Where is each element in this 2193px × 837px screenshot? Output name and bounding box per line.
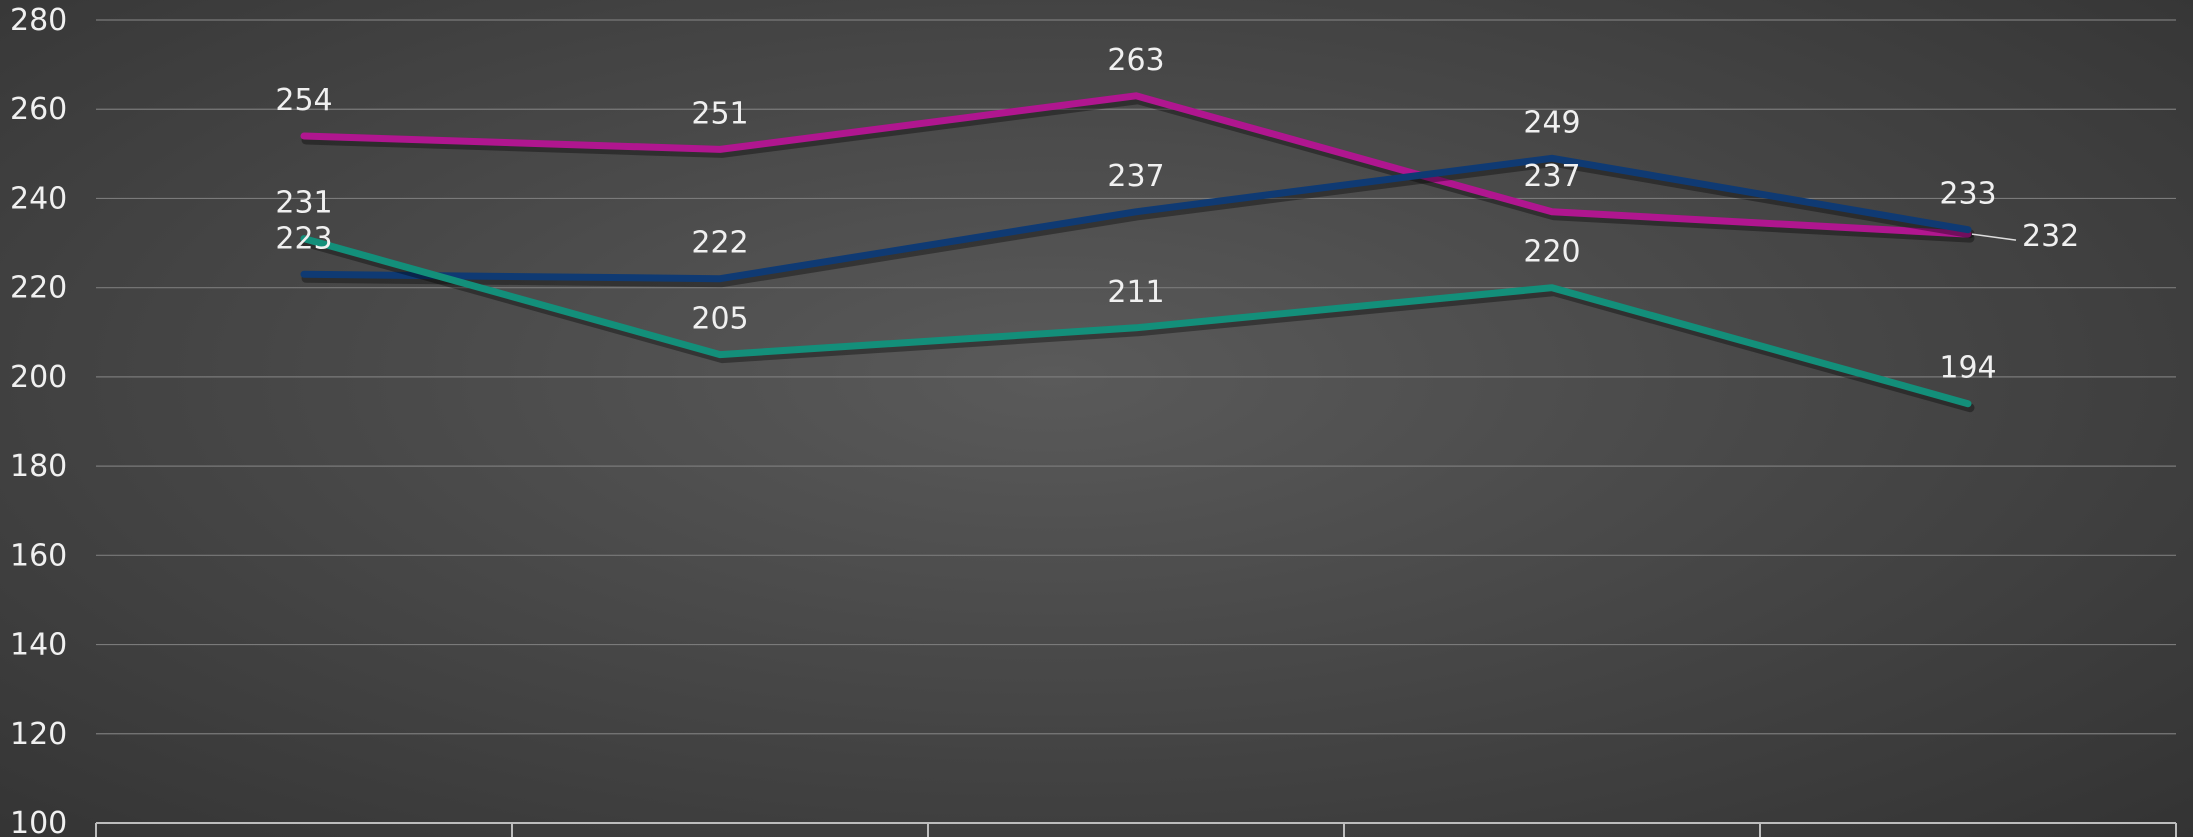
data-labels: 254 251 263 237 232 223 222 237 249 233 231 205 211 2… bbox=[275, 43, 2079, 386]
series-line-2 bbox=[300, 154, 1972, 283]
data-label: 249 bbox=[1523, 105, 1580, 140]
data-label: 205 bbox=[691, 302, 748, 337]
series-line-3 bbox=[300, 235, 1972, 408]
data-label: 263 bbox=[1107, 43, 1164, 78]
series-lines bbox=[300, 92, 1975, 413]
y-tick-label: 160 bbox=[10, 538, 67, 573]
data-label: 237 bbox=[1107, 159, 1164, 194]
data-label: 211 bbox=[1107, 275, 1164, 310]
data-label-leader bbox=[1971, 233, 2017, 241]
y-tick-label: 280 bbox=[10, 3, 67, 38]
y-tick-label: 180 bbox=[10, 449, 67, 484]
axes: 100 120 140 160 180 200 220 240 260 280 bbox=[10, 3, 2177, 837]
y-tick-label: 100 bbox=[10, 806, 67, 837]
data-label: 233 bbox=[1939, 177, 1996, 212]
y-tick-label: 240 bbox=[10, 181, 67, 216]
y-tick-label: 220 bbox=[10, 271, 67, 306]
data-label: 223 bbox=[275, 221, 332, 256]
data-label: 254 bbox=[275, 83, 332, 118]
series-line-1 bbox=[300, 92, 1972, 238]
series-line-shadow bbox=[301, 157, 1975, 288]
data-label: 232 bbox=[2022, 219, 2079, 254]
data-label: 237 bbox=[1523, 159, 1580, 194]
data-label: 251 bbox=[691, 96, 748, 131]
y-tick-label: 260 bbox=[10, 92, 67, 127]
y-tick-label: 140 bbox=[10, 628, 67, 663]
y-tick-label: 200 bbox=[10, 360, 67, 395]
data-label: 231 bbox=[275, 186, 332, 221]
y-tick-label: 120 bbox=[10, 717, 67, 752]
data-label: 194 bbox=[1939, 351, 1996, 386]
data-label: 220 bbox=[1523, 235, 1580, 270]
data-label: 222 bbox=[691, 226, 748, 261]
gridlines bbox=[96, 19, 2176, 735]
